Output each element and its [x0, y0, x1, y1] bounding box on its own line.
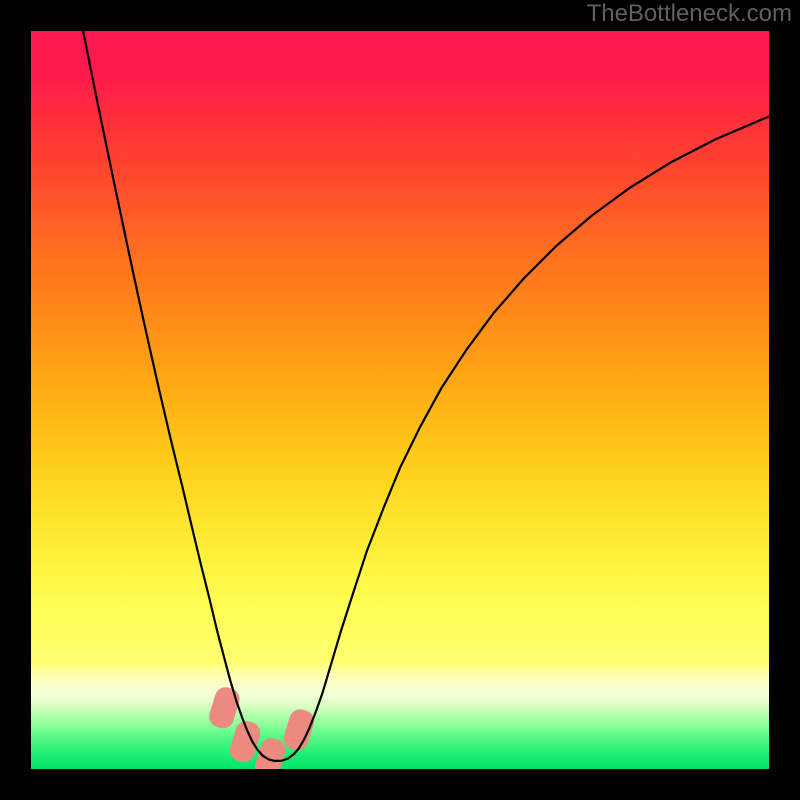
chart-svg	[31, 31, 769, 769]
plot-area	[31, 31, 769, 769]
gradient-background	[31, 31, 769, 769]
watermark-text: TheBottleneck.com	[587, 0, 792, 28]
